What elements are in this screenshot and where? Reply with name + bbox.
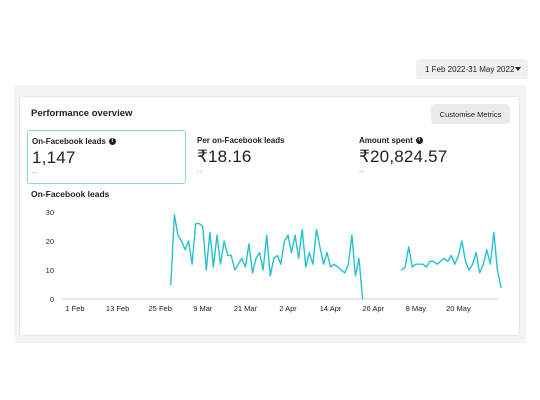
y-tick-label: 0 bbox=[50, 295, 54, 304]
metric-value: 1,147 bbox=[32, 148, 76, 167]
chevron-down-icon bbox=[515, 67, 521, 71]
series-line bbox=[400, 231, 502, 289]
y-tick-label: 30 bbox=[46, 208, 54, 217]
x-tick-label: 20 May bbox=[446, 304, 471, 313]
date-range-picker[interactable]: 1 Feb 2022-31 May 2022 bbox=[416, 59, 528, 79]
date-range-label: 1 Feb 2022-31 May 2022 bbox=[425, 64, 515, 74]
x-tick-label: 26 Apr bbox=[362, 304, 384, 313]
x-tick-label: 21 Mar bbox=[234, 304, 258, 313]
x-tick-label: 14 Apr bbox=[320, 304, 342, 313]
metric-amount-spent[interactable]: Amount spent i ₹20,824.57 -- bbox=[355, 130, 510, 184]
x-tick-label: 2 Apr bbox=[279, 304, 297, 313]
metric-comparison: -- bbox=[197, 167, 203, 176]
metric-comparison: -- bbox=[32, 168, 38, 177]
metric-label-wrap: On-Facebook leads i bbox=[32, 137, 185, 146]
info-icon[interactable]: i bbox=[108, 138, 116, 145]
x-tick-label: 9 Mar bbox=[193, 304, 213, 313]
chart-title: On-Facebook leads bbox=[31, 189, 110, 199]
customise-metrics-button[interactable]: Customise Metrics bbox=[431, 104, 510, 124]
metric-label-wrap: Amount spent i bbox=[359, 136, 510, 145]
metric-value: ₹18.16 bbox=[197, 147, 252, 166]
y-tick-label: 10 bbox=[46, 266, 54, 275]
info-icon[interactable]: i bbox=[415, 137, 423, 144]
y-tick-label: 20 bbox=[46, 237, 54, 246]
metric-on-facebook-leads[interactable]: On-Facebook leads i 1,147 -- bbox=[27, 130, 186, 184]
metric-per-on-facebook-leads[interactable]: Per on-Facebook leads ₹18.16 -- bbox=[193, 130, 343, 184]
series-line bbox=[170, 214, 364, 300]
x-tick-label: 1 Feb bbox=[65, 304, 84, 313]
metric-label: Per on-Facebook leads bbox=[197, 136, 285, 145]
metric-comparison: -- bbox=[359, 167, 365, 176]
metric-label: On-Facebook leads bbox=[32, 137, 106, 146]
metric-label: Amount spent bbox=[359, 136, 413, 145]
x-tick-label: 25 Feb bbox=[149, 304, 172, 313]
card-title: Performance overview bbox=[31, 108, 133, 119]
metric-value: ₹20,824.57 bbox=[359, 147, 448, 166]
metric-label-wrap: Per on-Facebook leads bbox=[197, 136, 343, 145]
x-tick-label: 13 Feb bbox=[106, 304, 129, 313]
x-tick-label: 8 May bbox=[406, 304, 427, 313]
